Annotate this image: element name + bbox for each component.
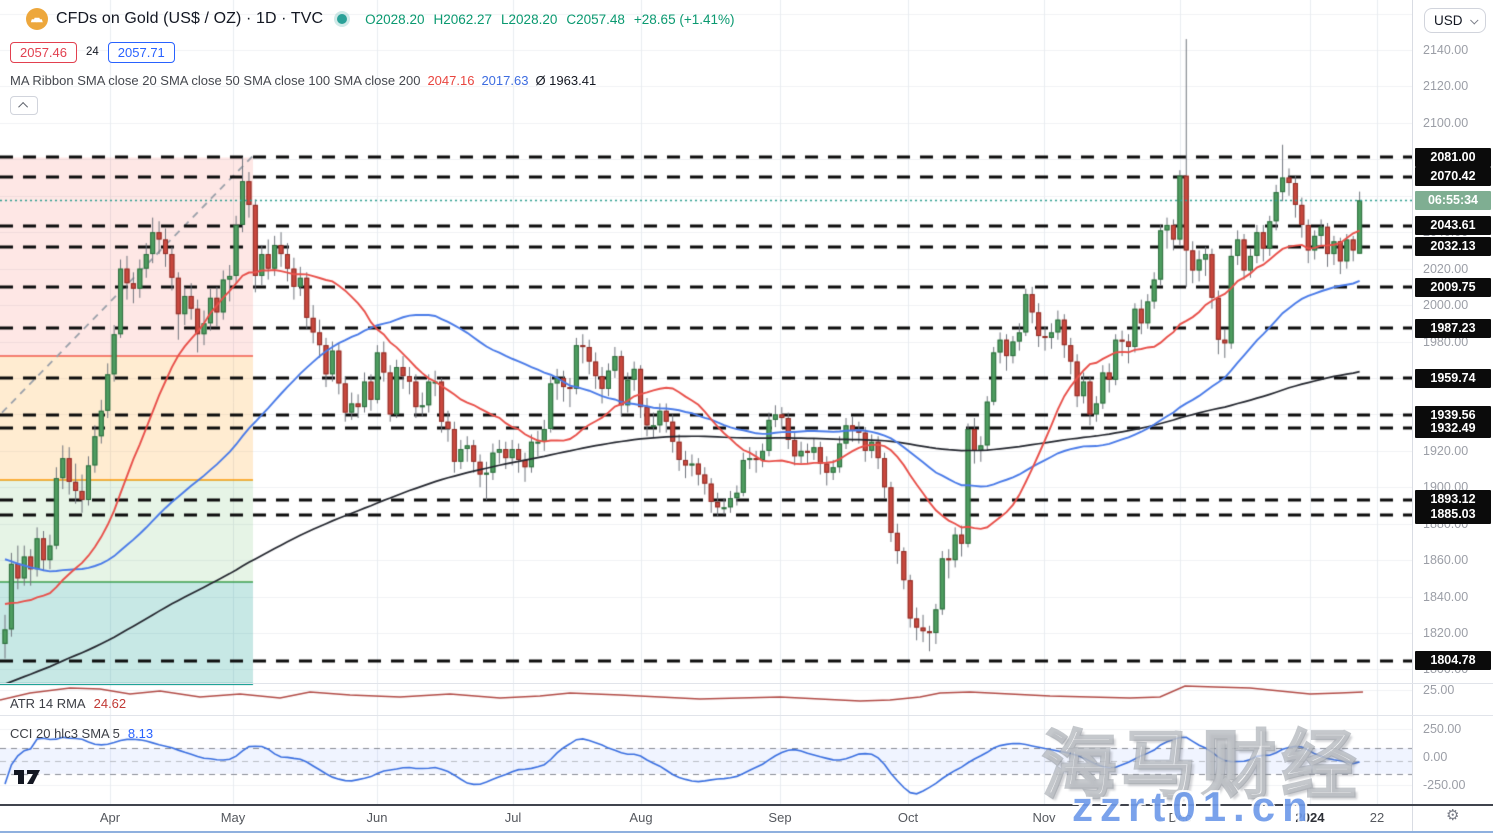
chevron-up-icon xyxy=(17,101,28,112)
price-level-label: 1987.23 xyxy=(1415,318,1491,338)
price-level-label: 1893.12 xyxy=(1415,490,1491,510)
time-axis-label-may: May xyxy=(220,810,246,825)
bar-countdown-label: 06:55:34 xyxy=(1415,190,1491,210)
change-value: +28.65 (+1.41%) xyxy=(633,11,735,27)
price-level-label: 2081.00 xyxy=(1415,147,1491,167)
ohlc-values: O2028.20 H2062.27 L2028.20 C2057.48 +28.… xyxy=(365,12,734,27)
ma-average-value: Ø 1963.41 xyxy=(535,73,597,88)
time-axis-label-jul: Jul xyxy=(504,810,522,825)
price-scale-label: 2100.00 xyxy=(1423,115,1469,130)
bottom-border xyxy=(0,831,1493,833)
cci-legend[interactable]: CCI 20 hlc3 SMA 5 8.13 xyxy=(10,726,153,741)
price-level-label: 2032.13 xyxy=(1415,237,1491,257)
price-level-label: 1932.49 xyxy=(1415,418,1491,438)
price-level-label: 1959.74 xyxy=(1415,368,1491,388)
price-scale-label: 1980.00 xyxy=(1423,334,1469,349)
time-axis-label-oct: Oct xyxy=(897,810,919,825)
price-scale-label: 1920.00 xyxy=(1423,443,1469,458)
watermark-cjk: 海马财经 xyxy=(1041,723,1362,809)
indicator-scale-label: 25.00 xyxy=(1423,683,1455,697)
open-value: O2028.20 xyxy=(365,11,425,27)
time-axis-label-dec: Dec xyxy=(1168,810,1192,825)
time-axis-label-2024: 2024 xyxy=(1295,810,1325,825)
price-scale-label: 2120.00 xyxy=(1423,79,1469,94)
price-level-label: 2009.75 xyxy=(1415,277,1491,297)
price-level-label: 2070.42 xyxy=(1415,167,1491,187)
ma50-value: 2017.63 xyxy=(481,73,529,88)
chart-canvas[interactable] xyxy=(0,0,1412,805)
ma20-value: 2047.16 xyxy=(427,73,475,88)
ma-ribbon-label[interactable]: MA Ribbon SMA close 20 SMA close 50 SMA … xyxy=(10,73,421,88)
cci-value: 8.13 xyxy=(127,726,154,741)
price-axis[interactable]: USD 2140.002120.002100.002080.002060.002… xyxy=(1412,0,1493,833)
price-level-label: 2043.61 xyxy=(1415,216,1491,236)
price-scale-label: 2000.00 xyxy=(1423,298,1469,313)
tradingview-logo[interactable] xyxy=(13,767,45,787)
indicator-scale-label: 0.00 xyxy=(1423,750,1448,764)
cci-label: CCI 20 hlc3 SMA 5 xyxy=(10,726,120,741)
price-scale-label: 2020.00 xyxy=(1423,261,1469,276)
gear-icon[interactable]: ⚙ xyxy=(1446,807,1460,824)
atr-legend[interactable]: ATR 14 RMA 24.62 xyxy=(10,696,126,711)
indicator-scale-label: -250.00 xyxy=(1423,778,1466,792)
chevron-down-icon xyxy=(1470,15,1479,25)
collapse-legend-button[interactable] xyxy=(10,96,38,115)
currency-selector[interactable]: USD xyxy=(1424,8,1486,33)
pane-separator-1[interactable] xyxy=(0,683,1493,684)
time-axis-label-jun: Jun xyxy=(366,810,388,825)
chart-legend: CFDs on Gold (US$ / OZ) · 1D · TVC O2028… xyxy=(10,6,734,115)
price-level-label: 1804.78 xyxy=(1415,651,1491,671)
pane-separator-2[interactable] xyxy=(0,715,1493,716)
time-axis-label-nov: Nov xyxy=(1032,810,1056,825)
market-status-icon[interactable] xyxy=(337,14,348,24)
price-scale-label: 1840.00 xyxy=(1423,589,1469,604)
time-axis-label-apr: Apr xyxy=(99,810,121,825)
spread-value: 24 xyxy=(86,46,99,58)
high-value: H2062.27 xyxy=(433,11,493,27)
atr-label: ATR 14 RMA xyxy=(10,696,86,711)
atr-value: 24.62 xyxy=(93,696,127,711)
time-axis-label-aug: Aug xyxy=(629,810,653,825)
time-axis-label-sep: Sep xyxy=(768,810,792,825)
symbol-title[interactable]: CFDs on Gold (US$ / OZ) · 1D · TVC xyxy=(56,10,324,27)
price-scale-label: 1860.00 xyxy=(1423,553,1469,568)
price-scale-label: 1820.00 xyxy=(1423,626,1469,641)
watermark-url: zzrt01.cn xyxy=(1072,783,1315,830)
indicator-scale-label: 250.00 xyxy=(1423,722,1462,736)
time-axis-separator xyxy=(0,804,1493,806)
ask-price-button[interactable]: 2057.71 xyxy=(107,41,175,63)
price-level-label: 1885.03 xyxy=(1415,505,1491,525)
price-scale-label: 2140.00 xyxy=(1423,43,1469,57)
close-value: C2057.48 xyxy=(566,11,625,27)
currency-label: USD xyxy=(1434,13,1463,28)
bid-price-button[interactable]: 2057.46 xyxy=(10,41,77,63)
time-axis[interactable]: Apr May Jun Jul Aug Sep Oct Nov Dec 2024 22 xyxy=(0,805,1412,833)
time-axis-label-22: 22 xyxy=(1369,810,1385,825)
gold-symbol-icon xyxy=(26,8,48,30)
low-value: L2028.20 xyxy=(501,11,558,27)
